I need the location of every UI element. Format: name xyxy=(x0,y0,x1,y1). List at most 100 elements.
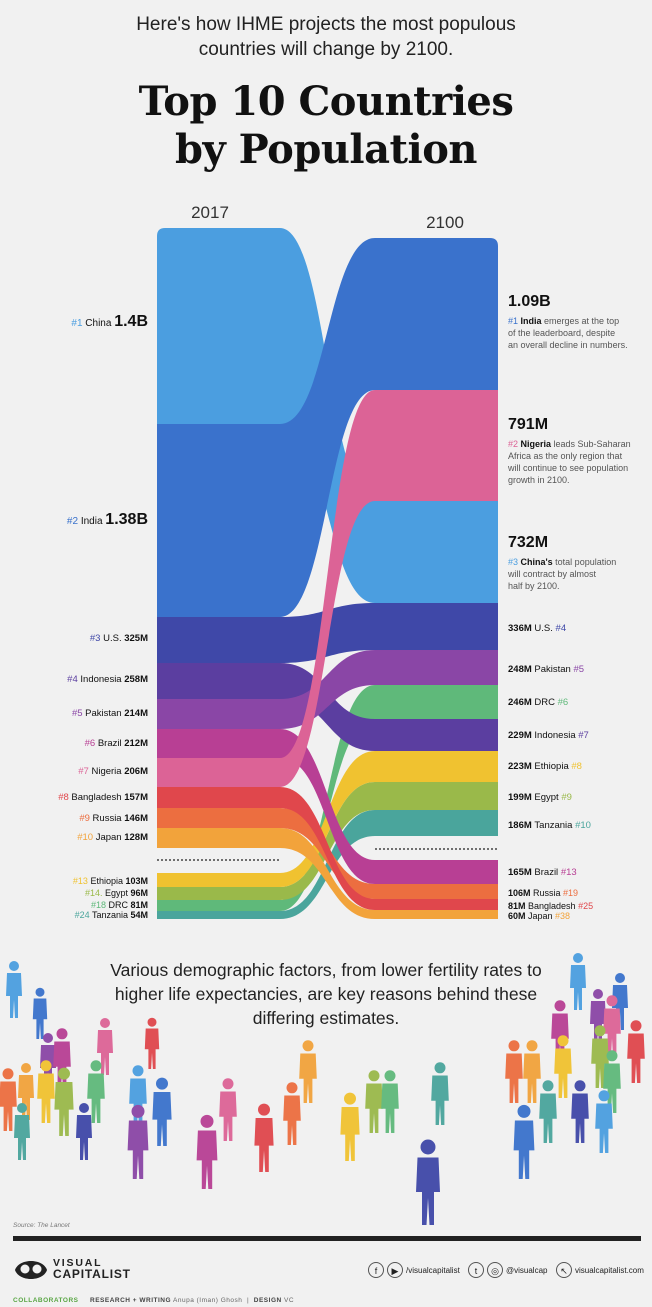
person-head-23 xyxy=(368,1070,380,1082)
person-head-31 xyxy=(606,995,618,1007)
person-head-9 xyxy=(40,1060,52,1072)
twitter-icon[interactable]: t xyxy=(468,1262,484,1278)
label-2017-nigeria: #7 Nigeria 206M xyxy=(78,766,148,777)
person-figure-26 xyxy=(416,1139,440,1225)
person-figure-22 xyxy=(340,1092,360,1161)
label-2100-ethiopia: 223M Ethiopia #8 xyxy=(508,761,582,772)
label-2100-brazil: 165M Brazil #13 xyxy=(508,867,577,878)
value-2100-nigeria: 791M xyxy=(508,416,548,433)
person-figure-25 xyxy=(431,1062,449,1125)
person-body-27 xyxy=(570,965,586,1010)
label-2017-china: #1 China 1.4B xyxy=(71,313,148,330)
facebook-icon[interactable]: f xyxy=(368,1262,384,1278)
flow-band-nigeria xyxy=(157,390,498,787)
label-2017-japan: #10 Japan 128M xyxy=(77,832,148,843)
person-head-26 xyxy=(420,1139,436,1155)
person-head-11 xyxy=(90,1060,102,1072)
person-body-17 xyxy=(196,1130,218,1189)
person-head-32 xyxy=(630,1020,642,1032)
title-line-1: Top 10 Countries xyxy=(138,78,514,125)
source-note: Source: The Lancet xyxy=(13,1222,70,1229)
person-head-3 xyxy=(43,1033,53,1043)
label-2100-egypt: 199M Egypt #9 xyxy=(508,792,572,803)
note-india-line-3: an overall decline in numbers. xyxy=(508,340,628,350)
person-head-27 xyxy=(573,953,583,963)
person-body-8 xyxy=(18,1075,34,1120)
label-2017-brazil: #6 Brazil 212M xyxy=(85,738,148,749)
person-figure-9 xyxy=(37,1060,55,1123)
person-head-20 xyxy=(286,1082,298,1094)
person-head-34 xyxy=(526,1040,538,1052)
person-body-11 xyxy=(87,1073,105,1123)
social-handle-2[interactable]: @visualcap xyxy=(506,1265,548,1275)
note-china-line-2: will contract by almost xyxy=(507,569,597,579)
corner-mask-left xyxy=(157,228,165,236)
person-figure-23 xyxy=(365,1070,383,1133)
person-head-17 xyxy=(200,1114,214,1128)
person-body-32 xyxy=(627,1033,645,1083)
person-head-36 xyxy=(594,1025,606,1037)
person-figure-41 xyxy=(513,1104,535,1179)
person-figure-29 xyxy=(590,989,606,1046)
description-text: Various demographic factors, from lower … xyxy=(110,960,542,1028)
footer-divider xyxy=(13,1236,641,1241)
social-handle-1[interactable]: /visualcapitalist xyxy=(406,1265,460,1275)
person-body-1 xyxy=(6,973,22,1018)
person-body-15 xyxy=(152,1092,172,1146)
label-2100-tanzania: 186M Tanzania #10 xyxy=(508,820,591,831)
website-link[interactable]: visualcapitalist.com xyxy=(575,1265,644,1275)
value-2100-china: 732M xyxy=(508,534,548,551)
social-facebook-youtube[interactable]: f ▶ /visualcapitalist xyxy=(368,1261,460,1279)
label-2017-russia: #9 Russia 146M xyxy=(79,813,148,824)
person-body-35 xyxy=(554,1048,572,1098)
social-website[interactable]: ↖ visualcapitalist.com xyxy=(556,1261,644,1279)
person-head-38 xyxy=(542,1080,554,1092)
person-head-7 xyxy=(2,1068,14,1080)
person-figure-14 xyxy=(129,1065,147,1128)
person-head-28 xyxy=(615,973,625,983)
person-figure-7 xyxy=(0,1068,17,1132)
person-figure-21 xyxy=(299,1040,317,1103)
label-2017-drc: #18 DRC 81M xyxy=(91,900,148,910)
note-nigeria-line-4: growth in 2100. xyxy=(508,475,570,485)
research-name: Anupa (Iman) Ghosh xyxy=(173,1297,243,1304)
person-body-20 xyxy=(283,1095,301,1145)
note-nigeria-line-1: #2 Nigeria leads Sub-Saharan xyxy=(508,439,631,449)
youtube-icon[interactable]: ▶ xyxy=(387,1262,403,1278)
intro-line-2: countries will change by 2100. xyxy=(198,39,454,60)
cursor-icon[interactable]: ↖ xyxy=(556,1262,572,1278)
visual-capitalist-logo[interactable]: VISUAL CAPITALIST xyxy=(13,1254,163,1286)
flow-band-brazil xyxy=(157,729,498,884)
person-head-39 xyxy=(574,1080,586,1092)
column-header-2100: 2100 xyxy=(426,213,464,232)
instagram-icon[interactable]: ◎ xyxy=(487,1262,503,1278)
person-figure-38 xyxy=(539,1080,557,1143)
label-2017-india: #2 India 1.38B xyxy=(67,511,148,528)
label-2017-egypt: #14. Egypt 96M xyxy=(85,888,148,898)
intro-line-1: Here's how IHME projects the most populo… xyxy=(136,14,516,35)
person-body-40 xyxy=(595,1103,613,1153)
person-figure-1 xyxy=(6,961,22,1018)
person-head-24 xyxy=(384,1070,396,1082)
person-head-14 xyxy=(132,1065,144,1077)
person-body-4 xyxy=(53,1041,71,1091)
social-twitter-instagram[interactable]: t ◎ @visualcap xyxy=(468,1261,547,1279)
person-body-23 xyxy=(365,1083,383,1133)
person-head-41 xyxy=(517,1104,531,1118)
person-head-35 xyxy=(557,1035,569,1047)
logo-line-2: CAPITALIST xyxy=(53,1267,131,1281)
collaborators-label: COLLABORATORS xyxy=(13,1297,79,1304)
person-figure-33 xyxy=(505,1040,523,1103)
design-name: VC xyxy=(284,1297,295,1304)
person-figure-18 xyxy=(219,1078,237,1141)
note-nigeria-line-3: will continue to see population xyxy=(507,463,628,473)
person-body-16 xyxy=(127,1120,149,1179)
logo-line-1: VISUAL xyxy=(53,1257,103,1269)
person-figure-20 xyxy=(283,1082,301,1145)
collaborators-credits: COLLABORATORS RESEARCH + WRITING Anupa (… xyxy=(13,1297,295,1304)
person-head-19 xyxy=(258,1103,270,1116)
labels-2017: #1 China 1.4B #2 India 1.38B #3 U.S. 325M #… xyxy=(58,313,148,920)
person-body-26 xyxy=(416,1157,440,1225)
person-head-25 xyxy=(434,1062,446,1074)
